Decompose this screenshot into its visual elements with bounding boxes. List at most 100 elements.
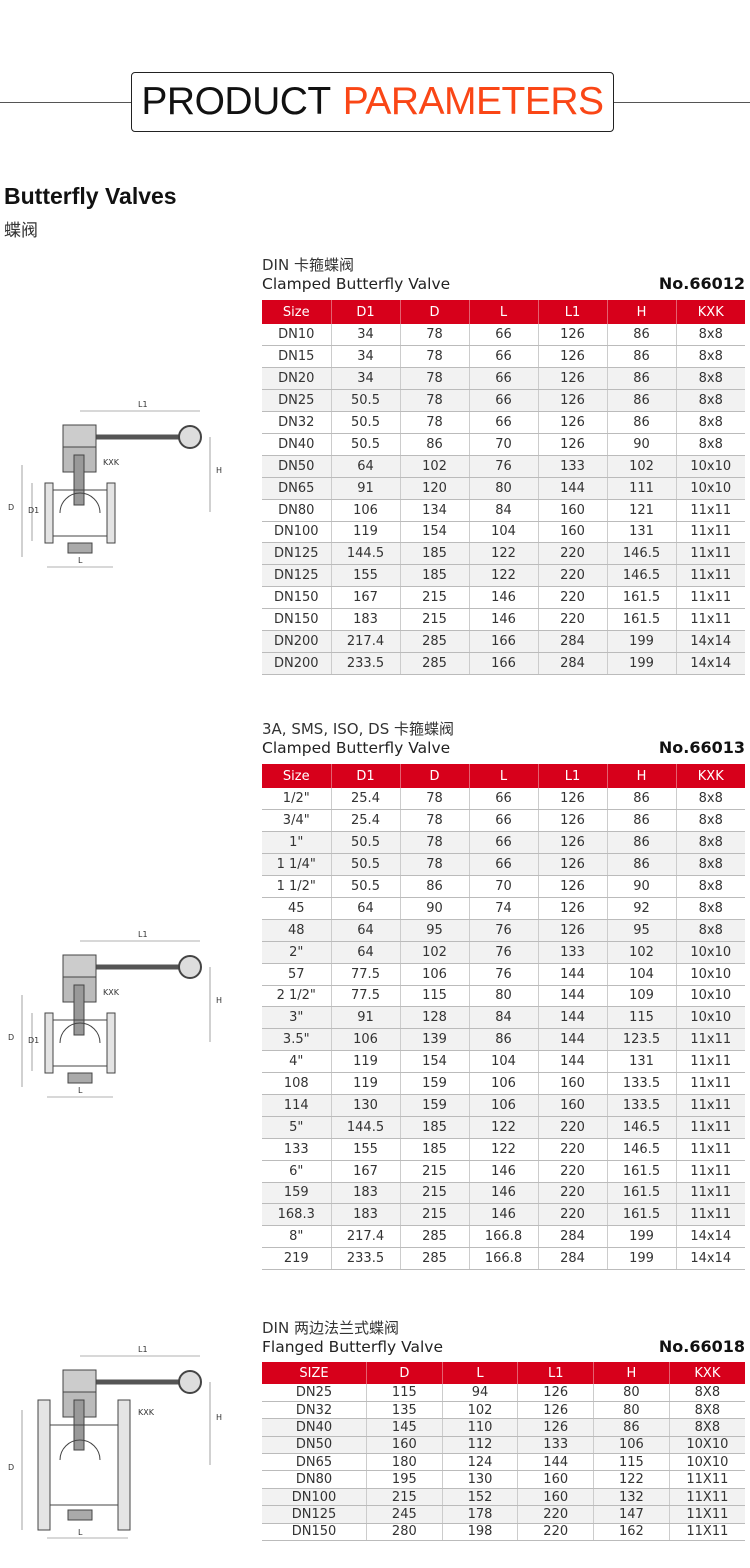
value-cell: 126 [537, 897, 607, 920]
column-header: L1 [537, 764, 607, 788]
value-cell: 106 [330, 1028, 400, 1052]
model-number: No.66013 [658, 738, 745, 757]
value-cell: 34 [330, 367, 400, 391]
value-cell: 146.5 [606, 564, 676, 588]
value-cell: 130 [441, 1470, 518, 1489]
column-header: L [468, 764, 538, 788]
value-cell: 144 [517, 1453, 594, 1472]
value-cell: 8X8 [668, 1418, 745, 1437]
table-row: 168.3 183 215 146 220 161.5 11x11 [262, 1203, 745, 1227]
value-cell: 11x11 [675, 1050, 745, 1074]
size-cell: 1" [262, 831, 331, 855]
value-cell: 8X8 [668, 1384, 745, 1402]
value-cell: 122 [468, 564, 538, 588]
table-row: DN25 50.5 78 66 126 86 8x8 [262, 389, 745, 413]
value-cell: 133.5 [606, 1072, 676, 1095]
value-cell: 133 [537, 941, 607, 964]
table-row: DN65 180 124 144 115 10X10 [262, 1453, 745, 1472]
value-cell: 11x11 [675, 1028, 745, 1052]
value-cell: 86 [606, 831, 676, 855]
value-cell: 115 [366, 1384, 443, 1402]
value-cell: 126 [537, 389, 607, 413]
value-cell: 111 [606, 477, 676, 500]
column-header: SIZE [262, 1362, 367, 1384]
value-cell: 154 [399, 1050, 469, 1074]
value-cell: 167 [330, 1160, 400, 1183]
table-row: DN15 34 78 66 126 86 8x8 [262, 345, 745, 369]
value-cell: 126 [517, 1418, 594, 1437]
table-row: DN200 233.5 285 166 284 199 14x14 [262, 652, 745, 675]
value-cell: 8x8 [675, 389, 745, 413]
value-cell: 144 [537, 985, 607, 1008]
value-cell: 86 [593, 1418, 670, 1437]
value-cell: 126 [537, 809, 607, 833]
value-cell: 50.5 [330, 853, 400, 877]
table-row: 8" 217.4 285 166.8 284 199 14x14 [262, 1225, 745, 1249]
value-cell: 76 [468, 919, 538, 942]
value-cell: 178 [441, 1505, 518, 1524]
bottom-bolt [67, 1072, 93, 1084]
column-header: Size [262, 764, 331, 788]
banner-title-part1: PRODUCT [141, 80, 331, 123]
column-header: D [399, 300, 469, 324]
label-kxk: KXK [103, 458, 120, 467]
size-cell: 4" [262, 1050, 331, 1074]
size-cell: 114 [262, 1094, 331, 1117]
value-cell: 102 [399, 941, 469, 964]
label-d: D [8, 503, 14, 512]
size-cell: DN10 [262, 324, 331, 347]
value-cell: 78 [399, 411, 469, 434]
value-cell: 86 [468, 1028, 538, 1052]
value-cell: 11x11 [675, 1116, 745, 1139]
value-cell: 220 [537, 542, 607, 566]
value-cell: 183 [330, 608, 400, 631]
value-cell: 78 [399, 324, 469, 347]
value-cell: 66 [468, 853, 538, 877]
value-cell: 86 [399, 433, 469, 456]
value-cell: 11x11 [675, 499, 745, 522]
size-cell: DN40 [262, 433, 331, 456]
value-cell: 90 [606, 433, 676, 456]
column-header: D1 [330, 300, 400, 324]
value-cell: 11x11 [675, 564, 745, 588]
size-cell: 5" [262, 1116, 331, 1139]
handle-knob [178, 1370, 202, 1394]
value-cell: 130 [330, 1094, 400, 1117]
value-cell: 66 [468, 367, 538, 391]
value-cell: 11x11 [675, 1138, 745, 1161]
value-cell: 8x8 [675, 788, 745, 811]
value-cell: 76 [468, 941, 538, 964]
right-ferrule [106, 1012, 116, 1074]
value-cell: 66 [468, 345, 538, 369]
spec-table: SIZE D L L1 H KXK DN25 115 94 126 80 8X8 DN32 135 102 1… [262, 1362, 745, 1542]
value-cell: 64 [330, 455, 400, 478]
value-cell: 10x10 [675, 477, 745, 500]
table-row: DN150 167 215 146 220 161.5 11x11 [262, 586, 745, 610]
size-cell: DN100 [262, 521, 331, 544]
value-cell: 91 [330, 1006, 400, 1030]
size-cell: 1 1/2" [262, 875, 331, 898]
value-cell: 80 [468, 985, 538, 1008]
valve-stem [73, 984, 85, 1036]
table-row: DN150 183 215 146 220 161.5 11x11 [262, 608, 745, 631]
size-cell: DN80 [262, 1470, 367, 1489]
value-cell: 195 [366, 1470, 443, 1489]
value-cell: 14x14 [675, 1247, 745, 1271]
table-row: DN65 91 120 80 144 111 10x10 [262, 477, 745, 500]
value-cell: 220 [537, 1182, 607, 1205]
value-cell: 34 [330, 345, 400, 369]
valve-drawing-clamped-din: L1 KXK H D L D1 [8, 400, 222, 568]
size-cell: 3/4" [262, 809, 331, 833]
header-rule-right [614, 102, 750, 103]
value-cell: 11x11 [675, 1094, 745, 1117]
value-cell: 78 [399, 809, 469, 833]
value-cell: 155 [330, 1138, 400, 1161]
label-d1: D1 [28, 1036, 39, 1045]
value-cell: 64 [330, 941, 400, 964]
value-cell: 185 [399, 542, 469, 566]
value-cell: 133.5 [606, 1094, 676, 1117]
page-banner: PRODUCT PARAMETERS [131, 72, 614, 132]
size-cell: DN25 [262, 1384, 367, 1402]
handle-knob [178, 425, 202, 449]
value-cell: 220 [537, 608, 607, 631]
